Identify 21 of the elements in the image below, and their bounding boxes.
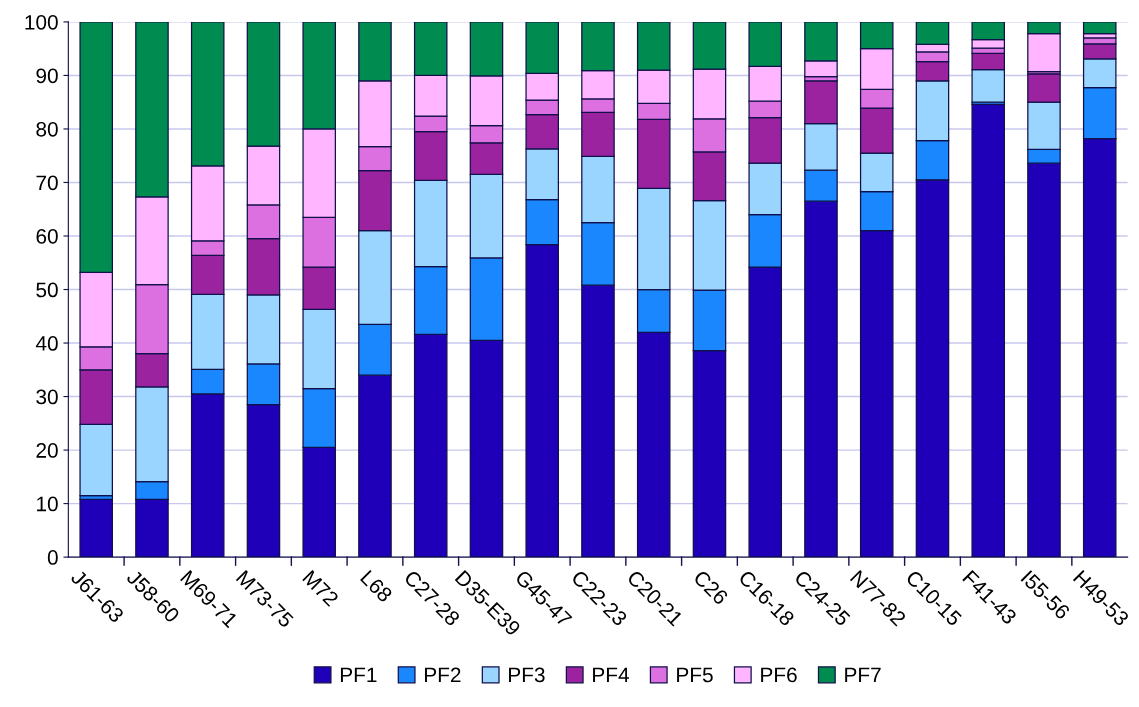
legend-label: PF3: [509, 667, 545, 683]
y-tick-label: 0: [47, 550, 58, 565]
legend-label: PF4: [593, 667, 629, 683]
legend-label: PF6: [761, 667, 797, 683]
legend-label: PF7: [845, 667, 881, 683]
legend-label: PF2: [425, 667, 461, 683]
y-tick-label: 90: [36, 68, 58, 84]
y-tick-label: 30: [36, 389, 58, 405]
legend-label: PF1: [340, 667, 377, 683]
y-tick-label: 80: [36, 121, 58, 137]
y-tick-label: 100: [25, 14, 58, 30]
y-tick-label: 40: [35, 336, 58, 351]
y-tick-label: 50: [36, 282, 58, 298]
y-tick-label: 10: [37, 496, 58, 512]
y-tick-label: 60: [36, 229, 58, 244]
y-tick-label: 70: [36, 175, 58, 191]
y-tick-label: 20: [36, 443, 58, 458]
legend-label: PF5: [677, 667, 713, 683]
x-tick-label: C26: [692, 569, 729, 606]
bar: [1082, 21, 1117, 35]
x-tick-label: L68: [359, 569, 394, 603]
